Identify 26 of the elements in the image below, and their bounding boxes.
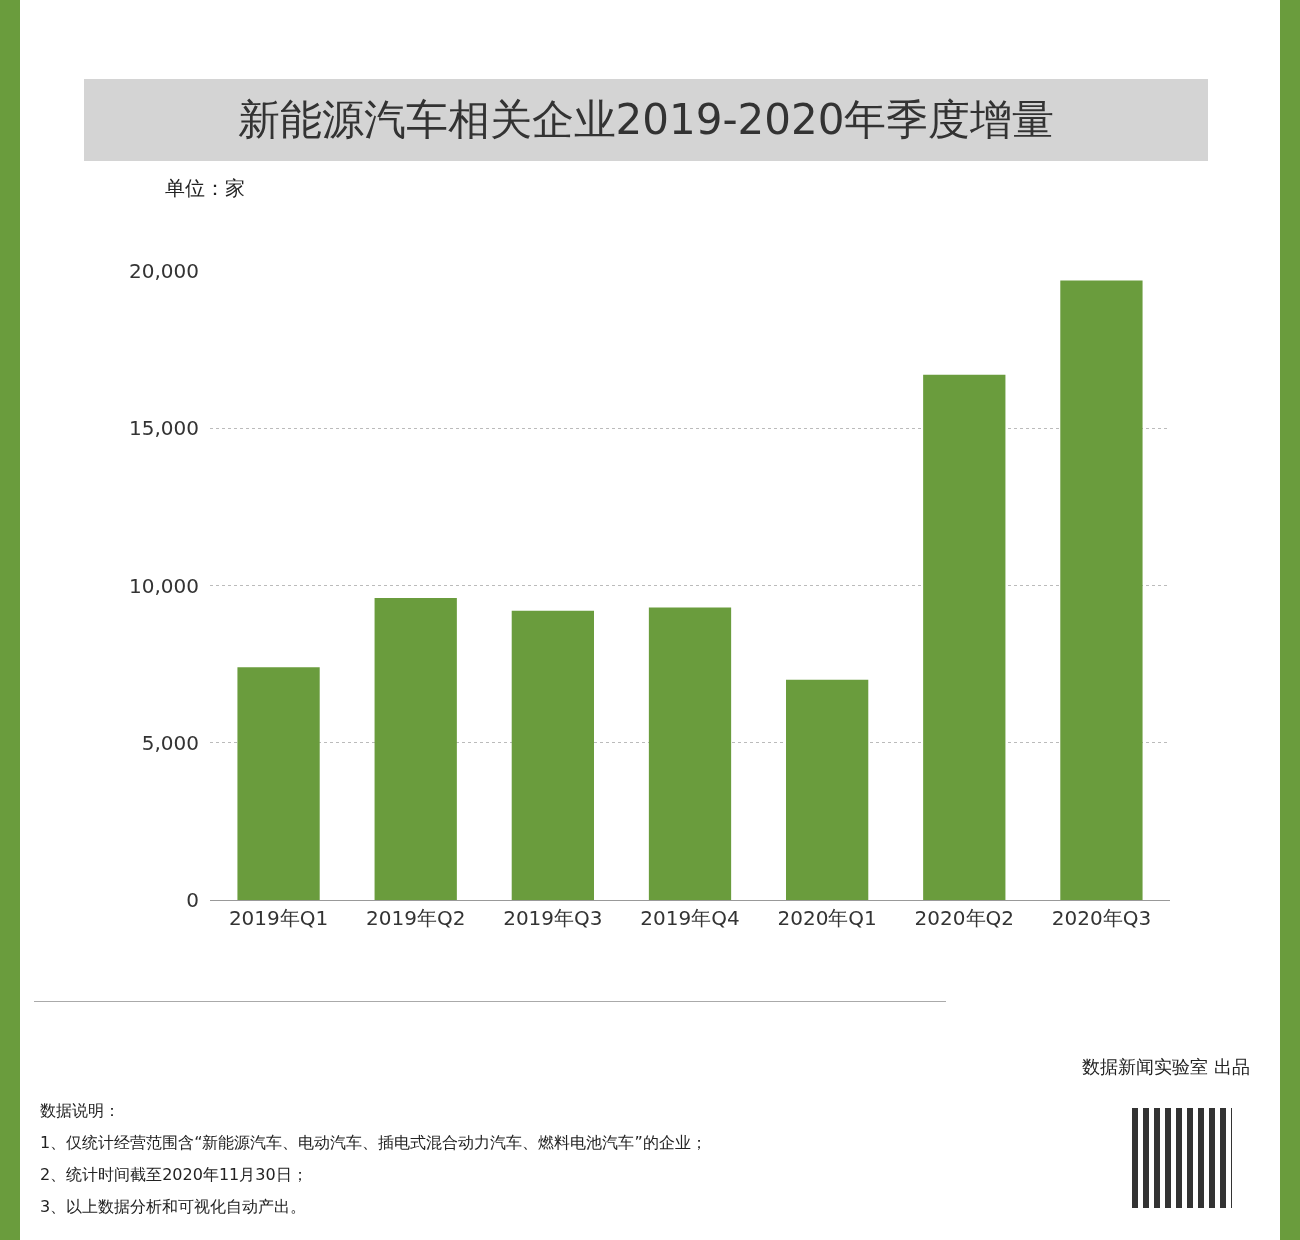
bar (237, 667, 320, 900)
y-tick-label: 10,000 (129, 573, 199, 598)
x-tick-label: 2019年Q4 (640, 906, 740, 930)
y-tick-label: 5,000 (141, 730, 199, 755)
y-axis-title: 单位：家 (165, 175, 245, 202)
bar (648, 607, 732, 900)
text: 1、仅统计经营范围含“新能源汽车、电动汽车、插电式混合动力汽车、燃料电池汽车”的企业； (40, 1132, 707, 1154)
y-tick-label: 0 (186, 888, 199, 912)
bar (374, 598, 457, 900)
text: 3、以上数据分析和可视化自动产出。 (40, 1196, 308, 1218)
x-tick-label: 2019年Q3 (503, 906, 603, 930)
x-tick-label: 2019年Q2 (366, 906, 466, 930)
text: 数据新闻实验室 出品 (1082, 1055, 1250, 1079)
x-tick-label: 2019年Q1 (228, 906, 329, 930)
bar (511, 610, 594, 900)
bar (786, 679, 869, 900)
chart-title: 新能源汽车相关企业2019-2020年季度增量 (84, 79, 1208, 161)
x-tick-label: 2020年Q1 (777, 906, 877, 930)
y-tick-label: 20,000 (129, 259, 199, 283)
text: 数据说明： (40, 1100, 121, 1122)
x-tick-label: 2020年Q2 (914, 906, 1014, 930)
bar (1060, 280, 1143, 900)
text: 2、统计时间截至2020年11月30日； (40, 1164, 309, 1186)
x-tick-label: 2020年Q3 (1051, 906, 1152, 930)
y-tick-label: 15,000 (129, 416, 199, 441)
bar (923, 374, 1006, 900)
